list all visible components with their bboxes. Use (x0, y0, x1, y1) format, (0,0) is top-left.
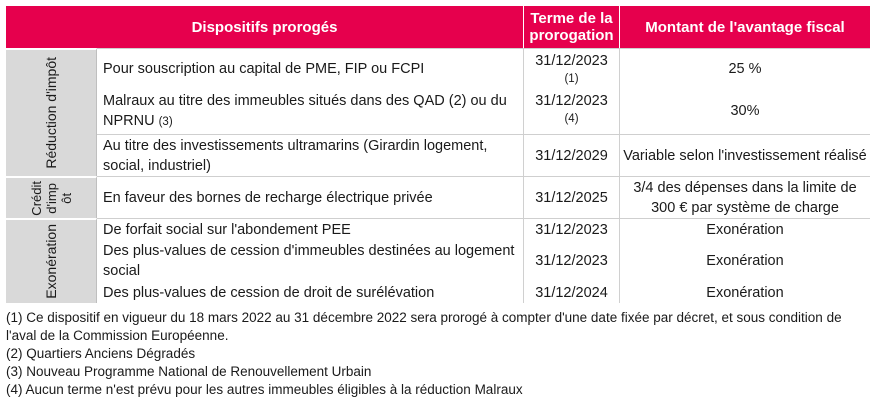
tax-table: Dispositifs prorogés Terme de la proroga… (6, 6, 870, 303)
footnote-1: (1) Ce dispositif en vigueur du 18 mars … (6, 310, 842, 343)
row-amount: Variable selon l'investissement réalisé (623, 147, 867, 164)
table-row-text: Au titre des investissements ultramarins… (97, 134, 523, 176)
row-amount: Exonération (706, 284, 784, 301)
table-row-text: De forfait social sur l'abondement PEE D… (97, 218, 523, 303)
table-row-amount: Exonération Exonération Exonération (619, 218, 870, 303)
table-row-date: 31/12/2025 (523, 176, 619, 218)
group-label-text: Exonération (43, 224, 59, 299)
row-date: 31/12/2023 (535, 53, 608, 69)
table-row-date: 31/12/2023 31/12/2023 31/12/2024 (523, 218, 619, 303)
footnote-2: (2) Quartiers Anciens Dégradés (6, 346, 196, 361)
table-row-text: Pour souscription au capital de PME, FIP… (97, 48, 523, 134)
row-date: 31/12/2029 (535, 147, 608, 164)
table-row-amount: Variable selon l'investissement réalisé (619, 134, 870, 176)
table-row-date: 31/12/2023 (1) 31/12/2023 (4) (523, 48, 619, 134)
footnote-4: (4) Aucun terme n'est prévu pour les aut… (6, 382, 523, 397)
row-date: 31/12/2024 (535, 284, 608, 301)
row-amount: Exonération (706, 221, 784, 238)
row-date: 31/12/2023 (535, 221, 608, 238)
footnotes: (1) Ce dispositif en vigueur du 18 mars … (6, 309, 874, 399)
row-text: De forfait social sur l'abondement PEE (103, 221, 351, 238)
header-montant: Montant de l'avantage fiscal (619, 6, 870, 48)
header-terme: Terme de la prorogation (523, 6, 619, 48)
row-date: 31/12/2025 (535, 189, 608, 206)
row-text: Malraux au titre des immeubles situés da… (103, 92, 507, 129)
row-date: 31/12/2023 (535, 253, 608, 270)
row-text: Pour souscription au capital de PME, FIP… (103, 60, 425, 77)
table-row-amount: 3/4 des dépenses dans la limite de 300 €… (619, 176, 870, 218)
group-label-reduction: Réduction d'impôt (6, 48, 97, 176)
table-row-text: En faveur des bornes de recharge électri… (97, 176, 523, 218)
row-amount: 30% (730, 103, 760, 120)
row-amount: 25 % (728, 60, 762, 77)
footnote-3: (3) Nouveau Programme National de Renouv… (6, 364, 372, 379)
row-text: Des plus-values de cession d'immeubles d… (103, 243, 515, 280)
group-label-exoneration: Exonération (6, 218, 97, 303)
row-text: Des plus-values de cession de droit de s… (103, 284, 435, 301)
group-label-credit: Crédit d'imp ôt (6, 176, 97, 218)
row-text: En faveur des bornes de recharge électri… (103, 189, 433, 206)
row-amount: Exonération (706, 253, 784, 270)
row-date: 31/12/2023 (535, 92, 608, 109)
group-label-text: Crédit d'imp ôt (28, 180, 74, 216)
row-date-note: (1) (564, 73, 579, 85)
header-dispositifs: Dispositifs prorogés (6, 6, 523, 48)
row-text: Au titre des investissements ultramarins… (103, 137, 488, 174)
row-date-note: (4) (564, 112, 579, 125)
group-label-text: Réduction d'impôt (43, 57, 59, 169)
row-amount: 3/4 des dépenses dans la limite de 300 €… (633, 179, 857, 216)
table-row-date: 31/12/2029 (523, 134, 619, 176)
table-row-amount: 25 % 30% (619, 48, 870, 134)
